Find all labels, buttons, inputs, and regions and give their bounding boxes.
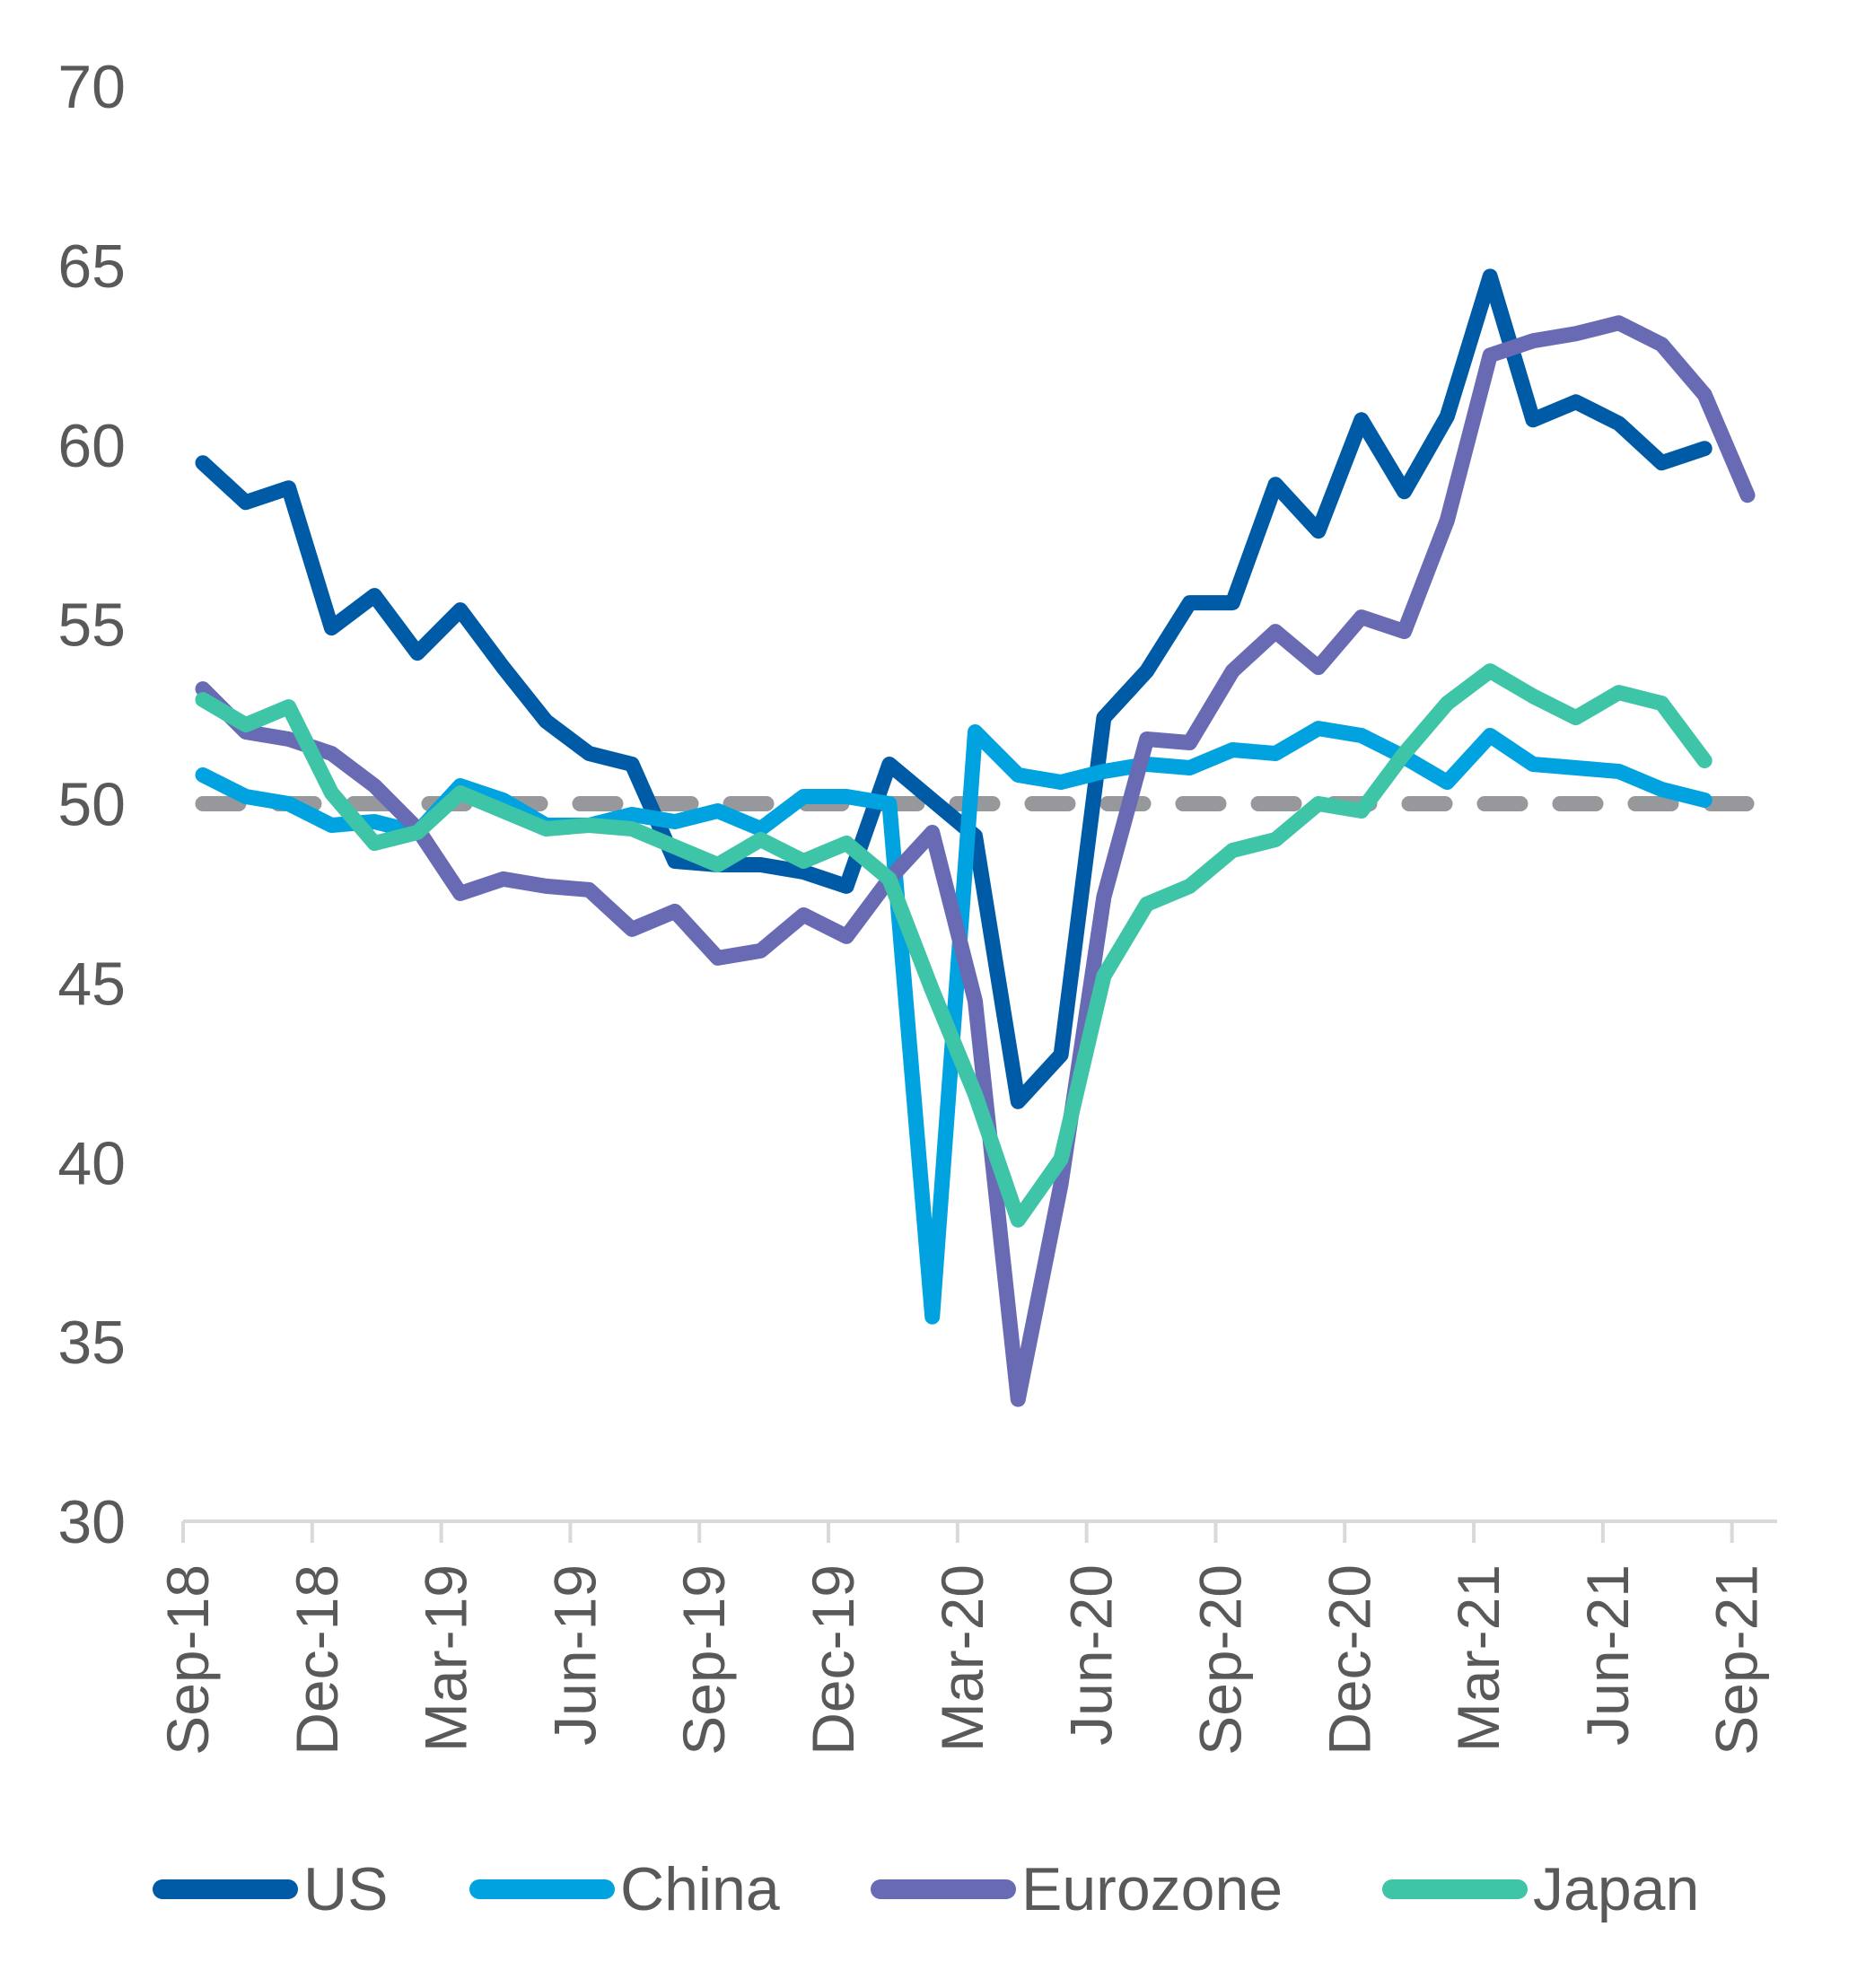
legend-item-eurozone[interactable]: Eurozone bbox=[871, 1849, 1283, 1930]
series-group bbox=[195, 268, 1756, 1407]
x-tick-label: Sep-19 bbox=[670, 1564, 737, 1756]
x-tick-label: Dec-19 bbox=[800, 1564, 866, 1756]
y-tick-label: 65 bbox=[57, 232, 126, 301]
series-line-us bbox=[195, 268, 1712, 1109]
x-tick-label: Mar-19 bbox=[413, 1564, 479, 1752]
x-tick-label: Mar-21 bbox=[1445, 1564, 1511, 1752]
y-tick-label: 55 bbox=[57, 591, 126, 660]
legend-label-eurozone: Eurozone bbox=[1021, 1855, 1283, 1923]
x-tick-label: Sep-18 bbox=[154, 1564, 221, 1756]
x-tick-label: Jun-21 bbox=[1574, 1564, 1641, 1746]
legend-label-us: US bbox=[303, 1855, 389, 1923]
y-tick-label: 70 bbox=[57, 53, 126, 121]
x-axis: Sep-18 Dec-18 Mar-19 Jun-19 Sep-19 Dec-19 Mar-… bbox=[154, 1519, 1777, 1756]
x-tick-label: Dec-20 bbox=[1316, 1564, 1382, 1756]
legend-item-china[interactable]: China bbox=[469, 1849, 780, 1930]
x-tick-label: Jun-19 bbox=[541, 1564, 608, 1746]
legend-swatch-us bbox=[153, 1879, 298, 1899]
legend-item-us[interactable]: US bbox=[153, 1849, 388, 1930]
legend-swatch-eurozone bbox=[871, 1879, 1016, 1899]
y-tick-label: 30 bbox=[57, 1488, 126, 1556]
y-tick-label: 50 bbox=[57, 771, 126, 839]
y-tick-label: 35 bbox=[57, 1309, 126, 1377]
legend-item-japan[interactable]: Japan bbox=[1382, 1849, 1699, 1930]
series-line-eurozone bbox=[195, 315, 1756, 1407]
x-tick-label: Dec-18 bbox=[284, 1564, 350, 1756]
line-chart: 30 35 40 45 50 55 60 65 70 Sep-18 Dec-18 Mar-19 Jun… bbox=[57, 53, 1777, 1756]
series-line-japan bbox=[195, 663, 1712, 1228]
y-tick-label: 40 bbox=[57, 1129, 126, 1197]
legend: US China Eurozone Japan bbox=[0, 1849, 1857, 1930]
legend-label-japan: Japan bbox=[1533, 1855, 1700, 1923]
x-tick-label: Sep-21 bbox=[1704, 1564, 1770, 1756]
legend-label-china: China bbox=[620, 1855, 780, 1923]
y-tick-label: 45 bbox=[57, 950, 126, 1018]
legend-swatch-japan bbox=[1382, 1879, 1528, 1899]
x-tick-label: Sep-20 bbox=[1187, 1564, 1253, 1756]
y-tick-label: 60 bbox=[57, 412, 126, 480]
x-tick-label: Mar-20 bbox=[929, 1564, 995, 1752]
x-tick-label: Jun-20 bbox=[1058, 1564, 1125, 1746]
y-axis: 30 35 40 45 50 55 60 65 70 bbox=[57, 53, 126, 1556]
legend-swatch-china bbox=[469, 1879, 615, 1899]
